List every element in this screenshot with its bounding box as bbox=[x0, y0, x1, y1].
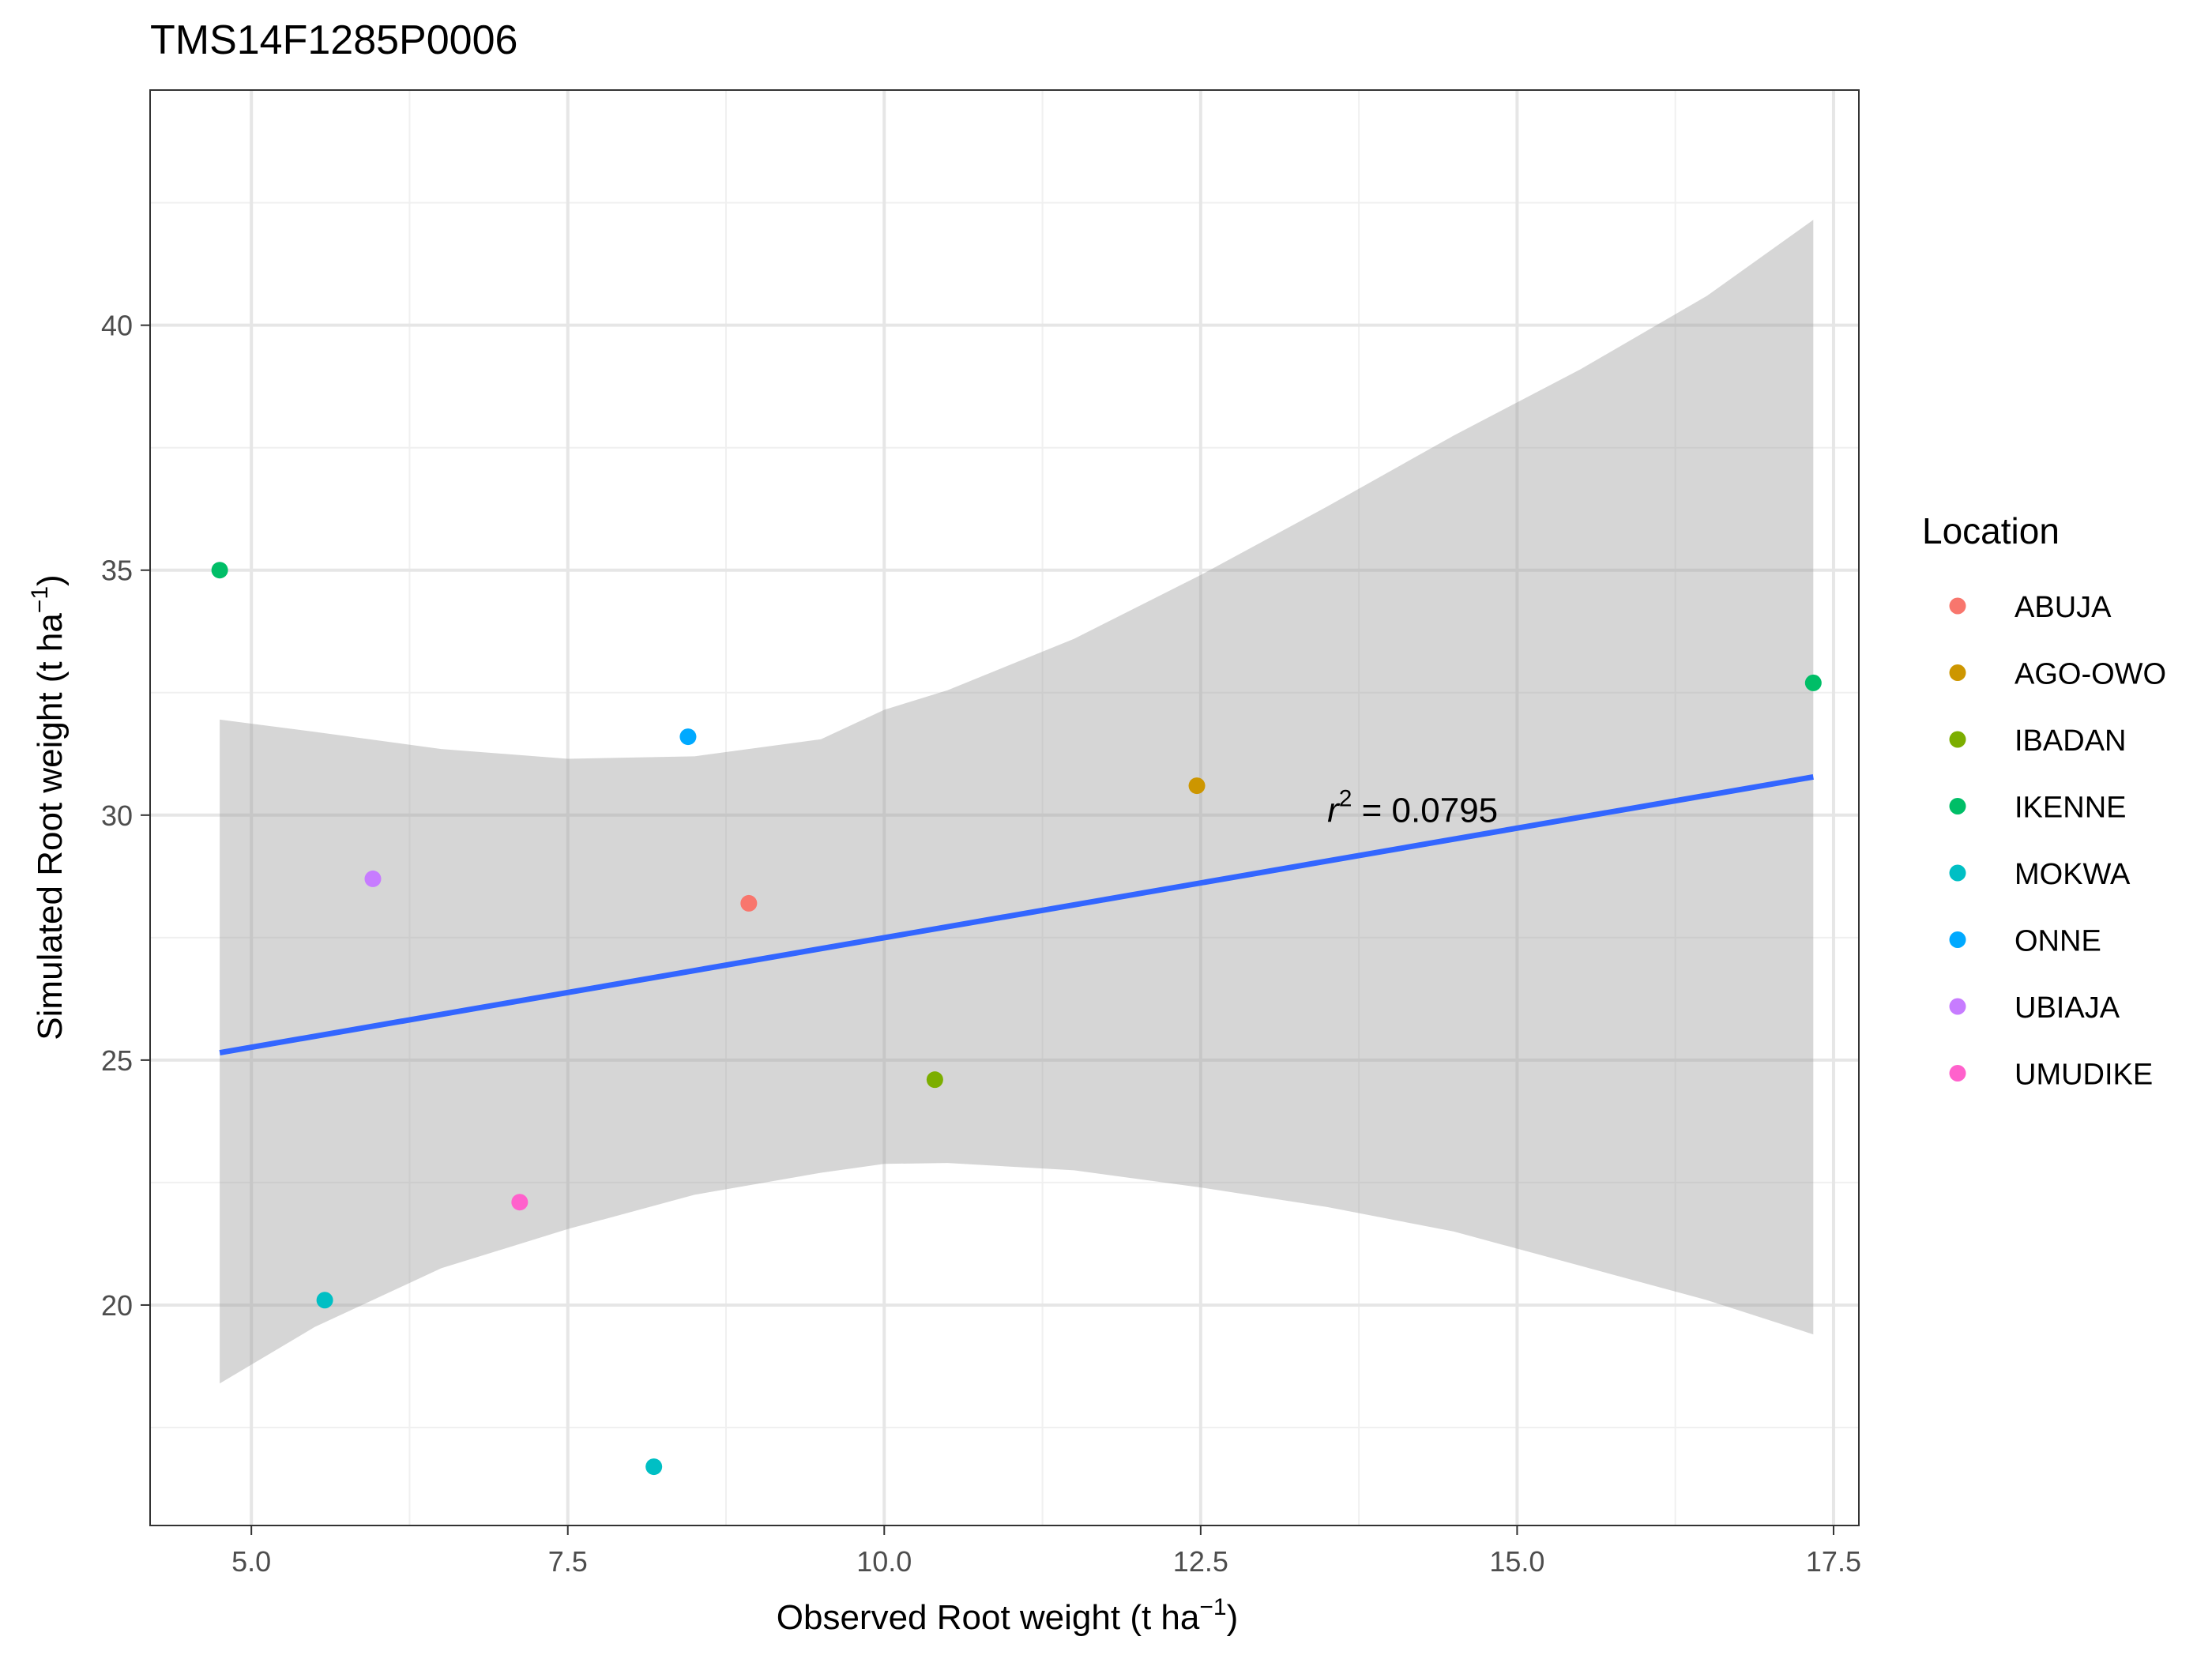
data-point-mokwa bbox=[316, 1292, 333, 1309]
chart-title: TMS14F1285P0006 bbox=[150, 17, 517, 63]
data-point-ikenne bbox=[1804, 674, 1822, 691]
legend-label: AGO-OWO bbox=[2014, 658, 2166, 691]
legend: Location ABUJA AGO-OWO IBADAN IKENNE MOKWA ON… bbox=[1922, 510, 2166, 1092]
plot-panel-border bbox=[149, 89, 1860, 1526]
data-point-ibadan bbox=[926, 1071, 943, 1089]
legend-key-umudike bbox=[1949, 1065, 1966, 1082]
legend-key-onne bbox=[1949, 931, 1966, 948]
x-tick-label: 7.5 bbox=[548, 1545, 588, 1578]
y-axis: 20 25 30 35 40 bbox=[101, 310, 150, 1322]
legend-title: Location bbox=[1922, 510, 2060, 551]
y-tick-label: 40 bbox=[101, 310, 133, 342]
data-point-umudike bbox=[511, 1194, 529, 1211]
r-squared-annotation: r2 = 0.0795 bbox=[1327, 786, 1498, 830]
legend-label: MOKWA bbox=[2014, 858, 2131, 891]
x-tick-label: 12.5 bbox=[1173, 1545, 1228, 1578]
legend-label: ABUJA bbox=[2014, 591, 2112, 624]
legend-key-ikenne bbox=[1949, 798, 1966, 814]
regression-line-layer bbox=[219, 773, 1814, 1056]
legend-label: ONNE bbox=[2014, 925, 2101, 958]
y-tick-label: 25 bbox=[101, 1044, 133, 1077]
data-point-mokwa bbox=[645, 1458, 663, 1476]
confidence-band bbox=[220, 220, 1814, 1384]
data-point-ago-owo bbox=[1188, 777, 1206, 795]
data-point-abuja bbox=[740, 894, 758, 912]
legend-key-abuja bbox=[1949, 597, 1966, 615]
data-point-ikenne bbox=[211, 562, 228, 579]
legend-label: IBADAN bbox=[2014, 724, 2126, 758]
data-point-onne bbox=[679, 728, 697, 746]
legend-key-ibadan bbox=[1949, 731, 1966, 748]
legend-key-ago-owo bbox=[1949, 664, 1966, 681]
y-tick-label: 35 bbox=[101, 555, 133, 587]
y-tick-label: 20 bbox=[101, 1289, 133, 1322]
regression-line bbox=[219, 773, 1814, 1056]
x-tick-label: 15.0 bbox=[1489, 1545, 1544, 1578]
data-point-ubiaja bbox=[364, 870, 382, 887]
x-axis: 5.0 7.5 10.0 12.5 15.0 17.5 bbox=[231, 1525, 1861, 1578]
legend-label: UBIAJA bbox=[2014, 991, 2120, 1025]
legend-label: UMUDIKE bbox=[2014, 1059, 2153, 1092]
x-tick-label: 5.0 bbox=[231, 1545, 271, 1578]
legend-key-mokwa bbox=[1949, 864, 1966, 882]
data-points-layer bbox=[211, 562, 1822, 1476]
y-axis-label: Simulated Root weight (t ha−1) bbox=[27, 574, 70, 1040]
grid-lines bbox=[150, 90, 1859, 1525]
confidence-band-layer bbox=[220, 220, 1814, 1384]
x-tick-label: 17.5 bbox=[1806, 1545, 1861, 1578]
y-tick-label: 30 bbox=[101, 799, 133, 832]
x-axis-label: Observed Root weight (t ha−1) bbox=[777, 1594, 1238, 1637]
legend-label: IKENNE bbox=[2014, 792, 2126, 825]
x-tick-label: 10.0 bbox=[856, 1545, 912, 1578]
legend-key-ubiaja bbox=[1949, 998, 1966, 1015]
